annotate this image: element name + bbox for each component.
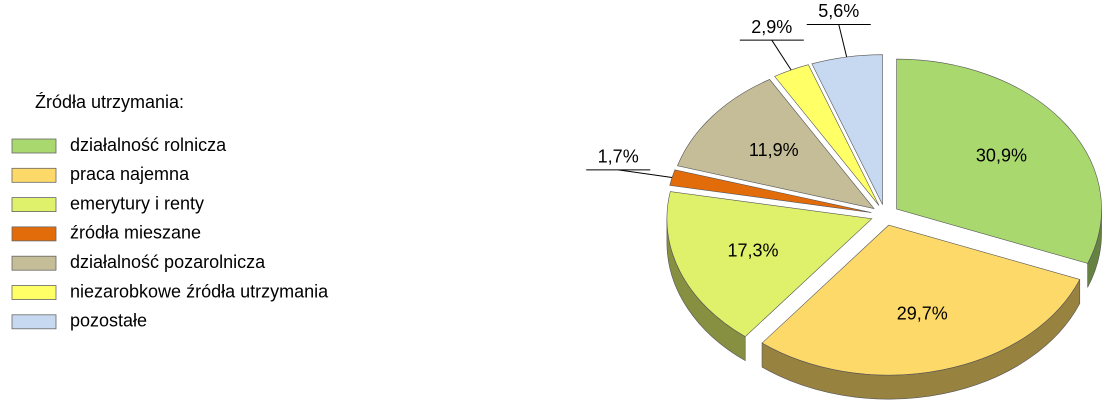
data-label: 11,9% [749,140,799,160]
legend-label: niezarobkowe źródła utrzymania [70,281,329,301]
legend-label: działalność rolnicza [70,135,227,155]
legend-label: emerytury i renty [70,193,204,213]
legend-swatch [11,255,57,271]
data-label: 2,9% [751,17,792,37]
data-label: 1,7% [598,147,639,167]
legend-label: praca najemna [70,164,190,184]
legend-swatch [11,167,57,183]
legend-label: pozostałe [70,311,147,331]
slice [811,54,883,205]
legend-swatch [11,314,57,330]
slice [666,191,873,338]
leader-line [771,39,792,71]
leader-line [838,24,848,58]
slice [896,58,1102,264]
data-label: 5,6% [818,1,859,21]
leader-line [618,169,673,179]
legend-swatch [11,138,57,154]
slice [669,169,872,213]
legend-title: Źródła utrzymania: [35,92,184,112]
slice [761,224,1081,376]
legend-label: źródła mieszane [70,223,201,243]
legend-label: działalność pozarolnicza [70,252,266,272]
data-label: 30,9% [976,145,1027,165]
legend-swatch [11,197,57,213]
legend-swatch [11,226,57,242]
slice [677,79,875,210]
data-label: 17,3% [727,240,778,260]
slice [774,64,880,206]
legend-swatch [11,285,57,300]
data-label: 29,7% [897,304,948,324]
